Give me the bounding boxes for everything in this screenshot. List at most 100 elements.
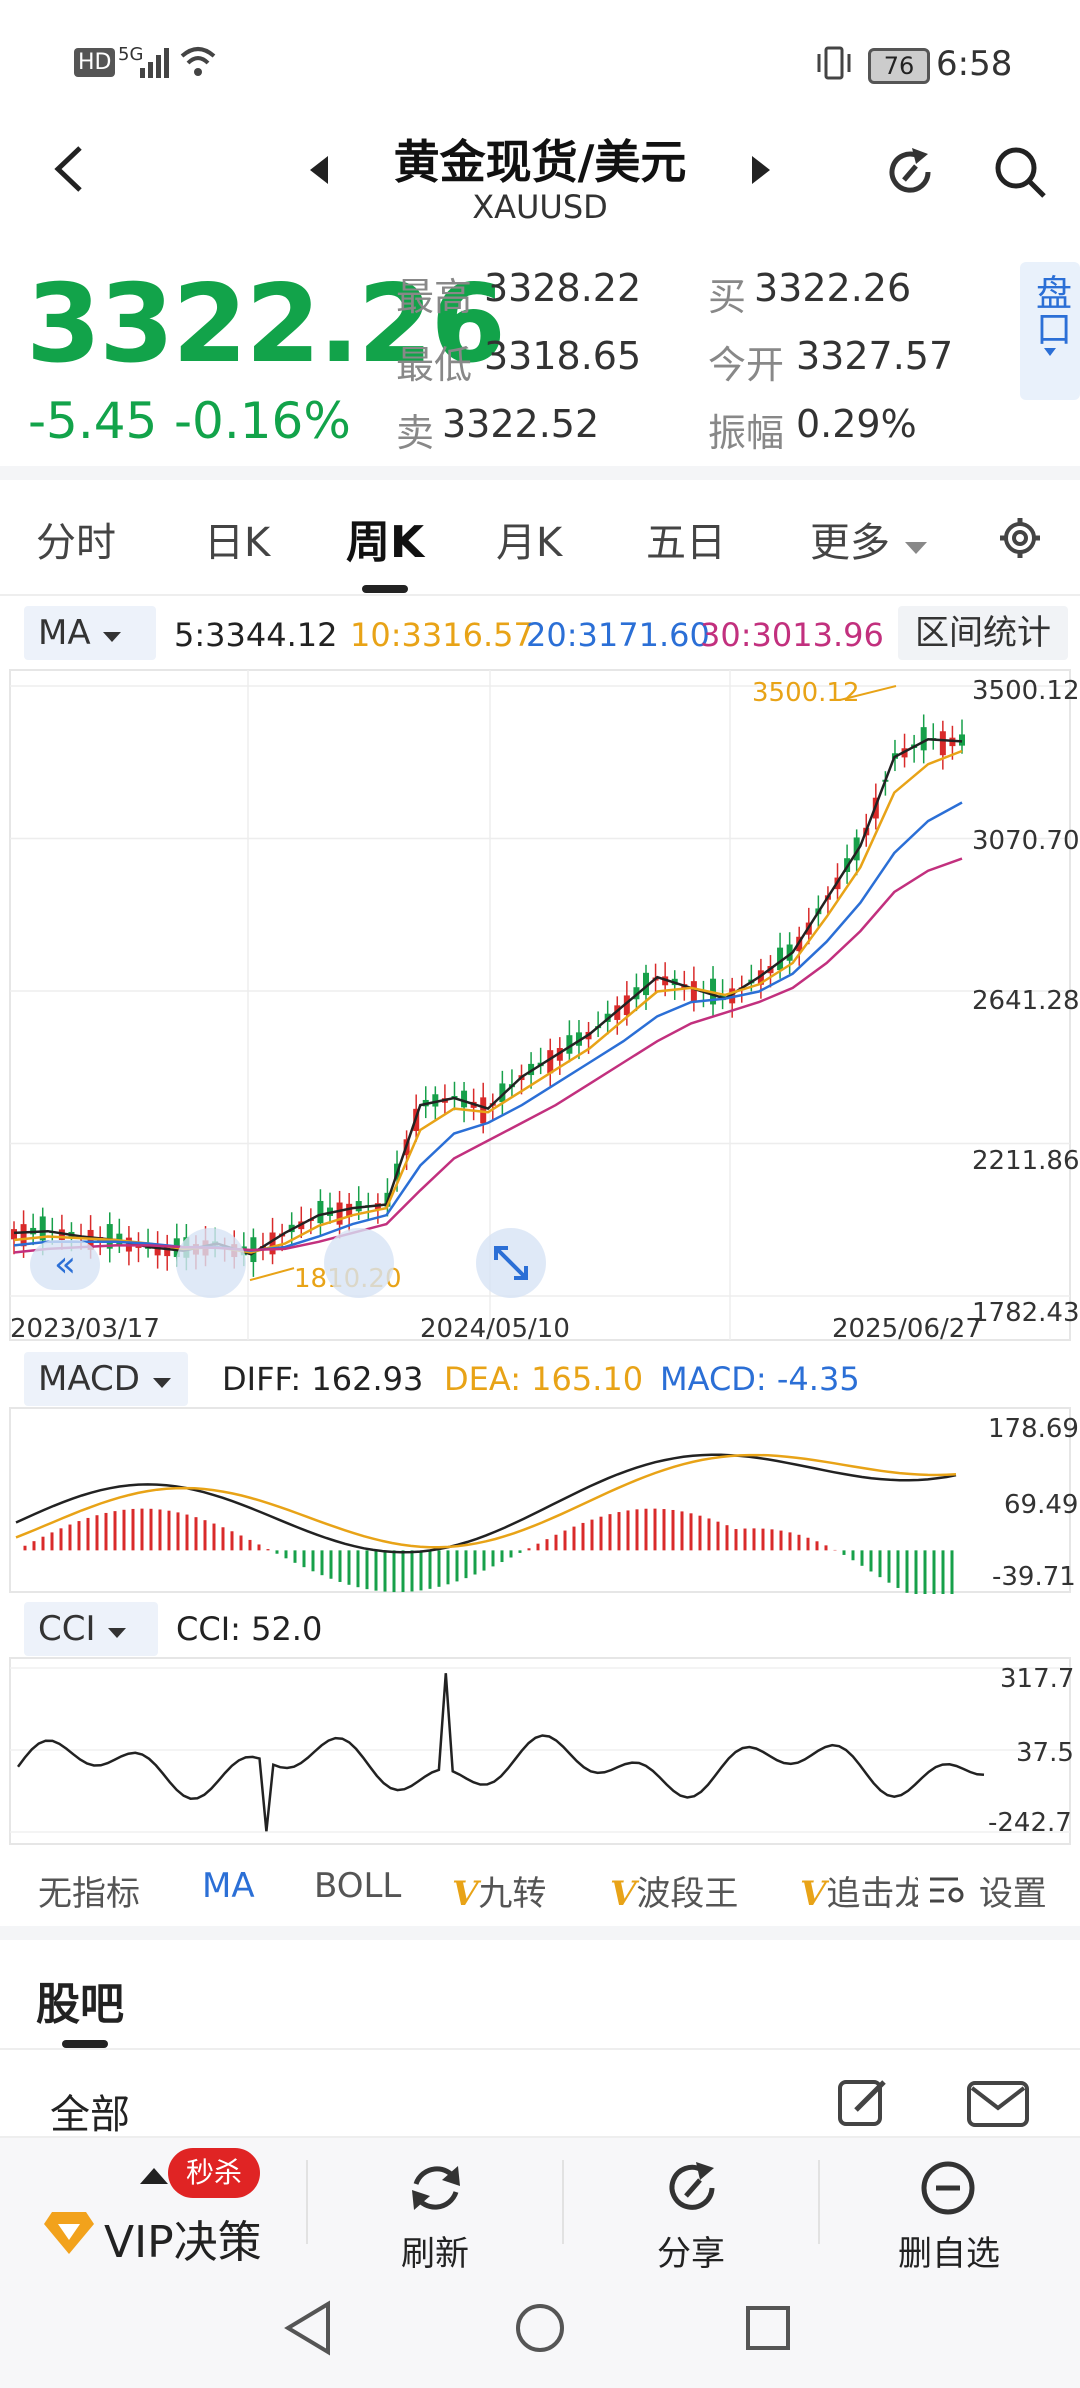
candle-body <box>106 1224 113 1249</box>
candle-body <box>480 1097 487 1124</box>
indicator-settings[interactable]: 设置 <box>928 1866 1047 1915</box>
remove-watchlist-button[interactable]: 删自选 <box>898 2234 1000 2274</box>
nav-back-icon[interactable] <box>282 2300 334 2356</box>
caret-down-icon <box>904 542 927 554</box>
order-book-label: 盘口 <box>1030 274 1071 346</box>
gear-icon[interactable] <box>998 516 1042 560</box>
tab-daily-k[interactable]: 日K <box>204 520 271 566</box>
bottom-divider <box>818 2160 820 2244</box>
forum-title[interactable]: 股吧 <box>36 1979 124 2030</box>
prev-instrument-icon[interactable] <box>306 154 332 186</box>
cci-chart[interactable] <box>0 1656 1080 1846</box>
candle-body <box>939 731 946 756</box>
price-change: -5.45 <box>28 392 158 450</box>
y-tick-label: 178.69 <box>988 1414 1079 1444</box>
high-value: 3328.22 <box>484 266 642 310</box>
mail-icon[interactable] <box>966 2080 1030 2128</box>
y-tick-label: 37.5 <box>1016 1738 1074 1768</box>
candle-body <box>461 1090 468 1108</box>
cci-value: CCI: 52.0 <box>176 1610 323 1648</box>
indicator-chase-dragon[interactable]: V追击龙 <box>800 1866 918 1915</box>
y-tick-label: 69.49 <box>1004 1490 1079 1520</box>
order-book-button[interactable]: 盘口 <box>1020 262 1080 400</box>
status-bar: HD 5G 76 6:58 <box>0 0 1080 120</box>
candle-body <box>336 1202 343 1225</box>
share-button[interactable]: 分享 <box>657 2234 725 2274</box>
fullscreen-icon[interactable] <box>474 1226 548 1300</box>
next-instrument-icon[interactable] <box>748 154 774 186</box>
nav-home-icon[interactable] <box>514 2302 566 2354</box>
macd-chart[interactable] <box>0 1406 1080 1594</box>
search-icon[interactable] <box>992 144 1048 200</box>
candle-body <box>566 1035 573 1054</box>
battery-icon: 76 <box>868 48 930 84</box>
open-label: 今开 <box>708 343 785 387</box>
caret-down-icon <box>152 1378 171 1388</box>
y-tick-label: -242.7 <box>988 1808 1072 1838</box>
candle-body <box>643 972 649 996</box>
ma-selector-label: MA <box>38 613 91 653</box>
indicator-nine-turn[interactable]: V九转 <box>452 1866 546 1915</box>
vip-v-icon: V <box>800 1874 827 1914</box>
max-price-annotation: 3500.12 <box>752 678 860 708</box>
ma30-value: 30:3013.96 <box>700 616 884 654</box>
low-value: 3318.65 <box>484 334 642 378</box>
nav-recents-icon[interactable] <box>744 2304 792 2352</box>
caret-down-icon <box>108 1628 127 1638</box>
sell-value: 3322.52 <box>442 402 600 446</box>
candle-body <box>547 1050 554 1074</box>
tab-timeshare[interactable]: 分时 <box>36 520 116 566</box>
forum-filter-all[interactable]: 全部 <box>50 2092 130 2138</box>
divider <box>0 466 1080 480</box>
zoom-out-button[interactable] <box>176 1228 246 1298</box>
refresh-button[interactable]: 刷新 <box>401 2234 469 2274</box>
indicator-none[interactable]: 无指标 <box>38 1874 140 1914</box>
candle-body <box>920 727 927 751</box>
y-tick-label: 317.7 <box>1000 1664 1075 1694</box>
y-tick-label: 3070.70 <box>972 826 1080 856</box>
candle-body <box>777 947 784 971</box>
zoom-in-button[interactable] <box>324 1228 394 1298</box>
candle-body <box>853 837 860 861</box>
range-stats-button[interactable]: 区间统计 <box>898 606 1068 660</box>
buy-value: 3322.26 <box>754 266 912 310</box>
candlestick-chart[interactable] <box>0 668 1080 1348</box>
tab-monthly-k[interactable]: 月K <box>496 520 563 566</box>
candle-body <box>959 734 965 746</box>
ma-line-20 <box>13 801 963 1252</box>
candle-body <box>346 1203 353 1218</box>
macd-diff-value: DIFF: 162.93 <box>222 1360 424 1398</box>
candle-body <box>556 1048 563 1061</box>
candle-body <box>786 944 793 961</box>
refresh-icon[interactable] <box>406 2158 466 2218</box>
indicator-boll[interactable]: BOLL <box>314 1866 402 1906</box>
y-tick-label: 1782.43 <box>972 1298 1080 1328</box>
bottom-divider <box>562 2160 564 2244</box>
compose-post-icon[interactable] <box>836 2074 892 2130</box>
candle-body <box>623 995 630 1016</box>
indicator-chase-dragon-label: 追击龙 <box>826 1874 918 1914</box>
candle-body <box>757 970 764 985</box>
caret-down-icon <box>103 632 122 642</box>
x-tick-label: 2025/06/27 <box>832 1314 982 1344</box>
active-tab-indicator <box>362 585 408 593</box>
scroll-left-button[interactable]: « <box>30 1240 100 1290</box>
remove-watchlist-icon[interactable] <box>918 2158 978 2218</box>
tab-weekly-k[interactable]: 周K <box>346 517 425 568</box>
x-tick-label: 2023/03/17 <box>10 1314 160 1344</box>
back-icon[interactable] <box>52 144 86 194</box>
macd-selector[interactable]: MACD <box>24 1352 188 1406</box>
wifi-icon <box>180 47 216 76</box>
tab-five-day[interactable]: 五日 <box>646 520 726 566</box>
share-icon[interactable] <box>662 2158 722 2218</box>
cci-selector[interactable]: CCI <box>24 1602 158 1656</box>
share-refresh-icon[interactable] <box>882 144 938 200</box>
vip-decision-button[interactable]: VIP决策 <box>104 2217 262 2268</box>
clock: 6:58 <box>936 44 1013 84</box>
candle-body <box>39 1216 46 1241</box>
indicator-wave-king[interactable]: V波段王 <box>610 1866 738 1915</box>
candle-body <box>499 1083 506 1103</box>
ma-selector[interactable]: MA <box>24 606 156 660</box>
tab-more[interactable]: 更多 <box>810 510 929 568</box>
indicator-ma[interactable]: MA <box>202 1866 255 1906</box>
